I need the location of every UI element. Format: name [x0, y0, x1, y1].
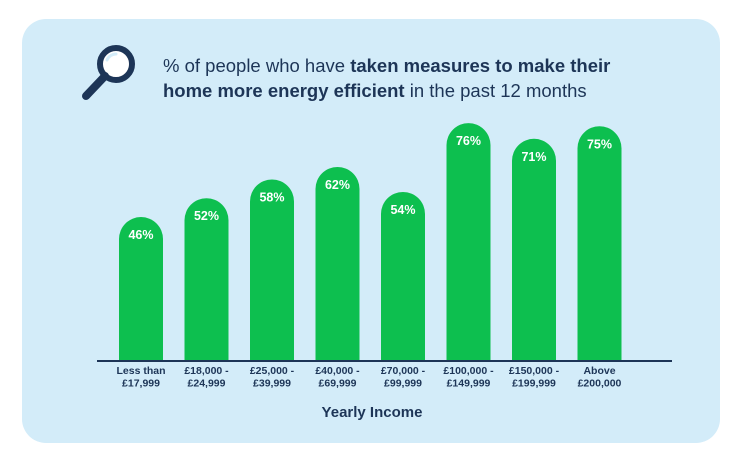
bar-value-label-5: 76%: [456, 134, 481, 148]
bar-value-label-3: 62%: [325, 178, 350, 192]
bar-value-label-1: 52%: [194, 209, 219, 223]
bar-value-label-2: 58%: [259, 190, 284, 204]
category-label-4-line-0: £70,000 -: [381, 365, 426, 377]
magnifier-icon: [82, 45, 135, 100]
category-label-2-line-0: £25,000 -: [250, 365, 295, 377]
category-label-3-line-1: £69,999: [319, 378, 357, 390]
category-label-1-line-1: £24,999: [188, 378, 226, 390]
bar-value-label-4: 54%: [390, 203, 415, 217]
x-axis-label: Yearly Income: [321, 404, 423, 421]
bar-value-label-0: 46%: [128, 228, 153, 242]
title-part-2: in the past 12 months: [404, 80, 587, 101]
category-label-3-line-0: £40,000 -: [315, 365, 360, 377]
category-label-4-line-1: £99,999: [384, 378, 422, 390]
bar-0: [119, 217, 163, 361]
bar-2: [250, 179, 294, 361]
bar-value-label-7: 75%: [587, 137, 612, 151]
category-label-0-line-0: Less than: [116, 365, 165, 377]
category-label-7-line-0: Above: [583, 365, 615, 377]
bar-7: [577, 126, 622, 361]
category-label-6-line-0: £150,000 -: [509, 365, 560, 377]
category-label-2-line-1: £39,999: [253, 378, 291, 390]
title-part-1: % of people who have: [163, 55, 351, 76]
category-label-7-line-1: £200,000: [578, 378, 622, 390]
bar-3: [315, 166, 360, 361]
category-label-5-line-0: £100,000 -: [443, 365, 494, 377]
bar-6: [512, 138, 556, 361]
bar-value-label-6: 71%: [521, 150, 546, 164]
category-label-5-line-1: £149,999: [447, 378, 491, 390]
bar-4: [381, 191, 425, 361]
category-label-1-line-0: £18,000 -: [184, 365, 229, 377]
category-label-0-line-1: £17,999: [122, 378, 160, 390]
bar-5: [446, 123, 491, 361]
title-bold-2: home more energy efficient: [163, 80, 405, 101]
category-label-6-line-1: £199,999: [512, 378, 556, 390]
bar-1: [184, 198, 229, 361]
title-bold-1: taken measures to make their: [350, 55, 611, 76]
chart-title: % of people who have taken measures to m…: [163, 53, 703, 103]
